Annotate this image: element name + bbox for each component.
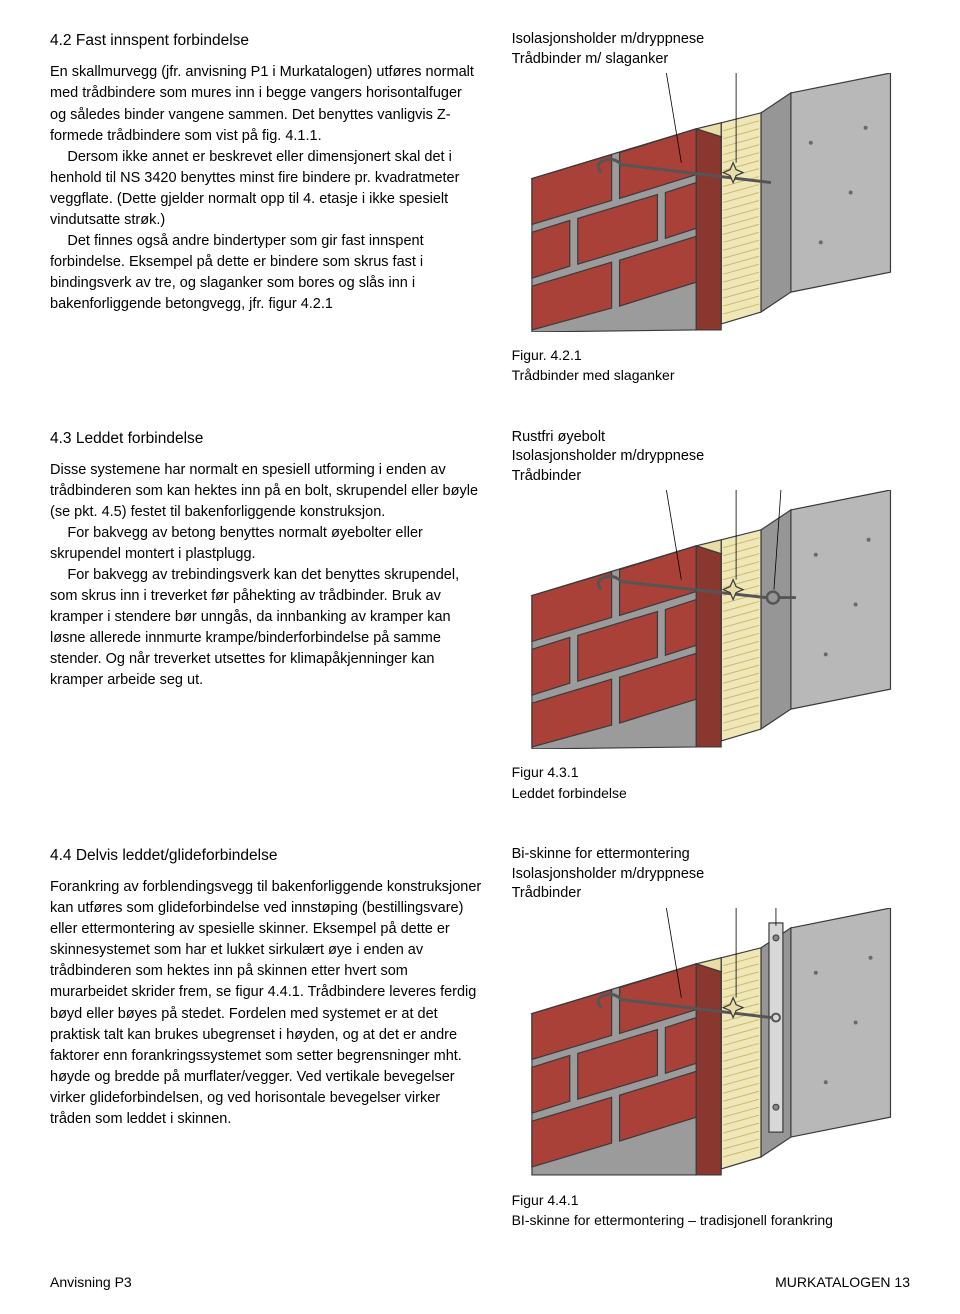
figure-column: Rustfri øyebolt Isolasjonsholder m/drypp… [512,428,910,803]
label-tradbinder: Trådbinder [512,467,910,487]
figure-column: Bi-skinne for ettermontering Isolasjonsh… [512,845,910,1230]
caption-number: Figur 4.3.1 [512,762,910,782]
label-isolasjonsholder: Isolasjonsholder m/dryppnese [512,447,910,467]
paragraph: For bakvegg av betong benyttes normalt ø… [50,523,482,565]
text-column: 4.3 Leddet forbindelse Disse systemene h… [50,428,482,803]
text-column: 4.4 Delvis leddet/glideforbindelse Foran… [50,845,482,1230]
figure-column: Isolasjonsholder m/dryppnese Trådbinder … [512,30,910,386]
footer-right: MURKATALOGEN 13 [775,1272,910,1292]
figure-caption: Figur 4.3.1 Leddet forbindelse [512,762,910,803]
caption-text: Trådbinder med slaganker [512,365,910,385]
label-tradbinder: Trådbinder m/ slaganker [512,50,910,70]
heading-4-3: 4.3 Leddet forbindelse [50,428,482,450]
section-4-4: 4.4 Delvis leddet/glideforbindelse Foran… [50,845,910,1230]
label-oyebolt: Rustfri øyebolt [512,428,910,448]
footer-left: Anvisning P3 [50,1272,132,1292]
paragraph: Forankring av forblendingsvegg til baken… [50,877,482,1129]
label-isolasjonsholder: Isolasjonsholder m/dryppnese [512,30,910,50]
figure-4-3-1-diagram [512,490,910,749]
label-tradbinder: Trådbinder [512,884,910,904]
paragraph: Disse systemene har normalt en spesiell … [50,460,482,523]
paragraph: Dersom ikke annet er beskrevet eller dim… [50,147,482,231]
figure-labels: Isolasjonsholder m/dryppnese Trådbinder … [512,30,910,69]
heading-4-4: 4.4 Delvis leddet/glideforbindelse [50,845,482,867]
paragraph: For bakvegg av trebindingsverk kan det b… [50,565,482,691]
section-4-3: 4.3 Leddet forbindelse Disse systemene h… [50,428,910,803]
section-4-2: 4.2 Fast innspent forbindelse En skallmu… [50,30,910,386]
figure-labels: Rustfri øyebolt Isolasjonsholder m/drypp… [512,428,910,487]
label-isolasjonsholder: Isolasjonsholder m/dryppnese [512,865,910,885]
label-biskinne: Bi-skinne for ettermontering [512,845,910,865]
paragraph: Det finnes også andre bindertyper som gi… [50,231,482,315]
figure-labels: Bi-skinne for ettermontering Isolasjonsh… [512,845,910,904]
caption-number: Figur. 4.2.1 [512,345,910,365]
caption-number: Figur 4.4.1 [512,1190,910,1210]
figure-4-2-1-diagram [512,73,910,332]
figure-4-4-1-diagram [512,908,910,1177]
figure-caption: Figur. 4.2.1 Trådbinder med slaganker [512,345,910,386]
figure-caption: Figur 4.4.1 BI-skinne for ettermontering… [512,1190,910,1231]
page-footer: Anvisning P3 MURKATALOGEN 13 [50,1272,910,1292]
paragraph: En skallmurvegg (jfr. anvisning P1 i Mur… [50,62,482,146]
text-column: 4.2 Fast innspent forbindelse En skallmu… [50,30,482,386]
caption-text: Leddet forbindelse [512,783,910,803]
heading-4-2: 4.2 Fast innspent forbindelse [50,30,482,52]
caption-text: BI-skinne for ettermontering – tradisjon… [512,1210,910,1230]
